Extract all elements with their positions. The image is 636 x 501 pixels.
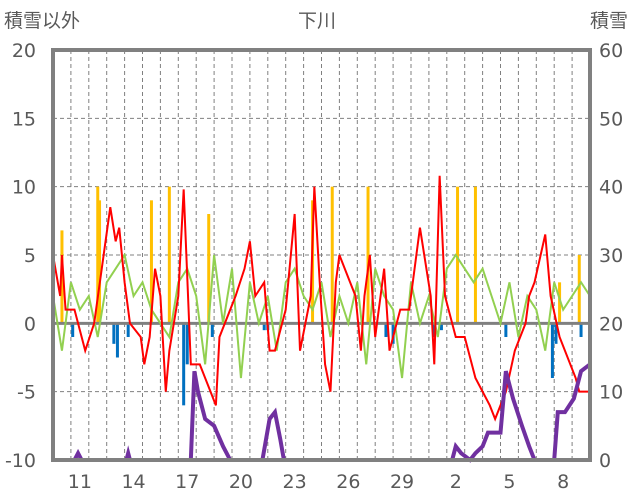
- x-tick-label: 26: [336, 471, 360, 493]
- yellow-bar: [456, 186, 460, 324]
- yellow-bar: [149, 200, 153, 324]
- right-axis-title: 積雪: [590, 10, 629, 32]
- yellow-bar: [167, 186, 171, 324]
- left-y-tick-label: -5: [17, 382, 36, 404]
- right-y-tick-label: 10: [599, 382, 623, 404]
- blue-bar: [112, 323, 116, 344]
- left-y-tick-label: 20: [12, 40, 36, 62]
- left-y-tick-label: 10: [12, 177, 36, 199]
- right-y-tick-label: 30: [599, 245, 623, 267]
- left-y-tick-label: 15: [12, 108, 36, 130]
- x-tick-label: 11: [68, 471, 92, 493]
- blue-bar: [115, 323, 119, 358]
- blue-bar: [71, 323, 75, 337]
- yellow-bar: [96, 186, 100, 324]
- yellow-bar: [207, 214, 211, 324]
- blue-bar: [185, 323, 189, 365]
- yellow-bar: [473, 186, 477, 324]
- yellow-bar: [577, 255, 581, 324]
- x-tick-label: 29: [390, 471, 414, 493]
- red-line: [52, 175, 590, 422]
- right-y-tick-label: 0: [599, 450, 611, 472]
- right-y-tick-label: 40: [599, 177, 623, 199]
- yellow-bar: [558, 282, 562, 324]
- left-y-tick-label: 5: [24, 245, 36, 267]
- right-y-tick-label: 20: [599, 313, 623, 335]
- blue-bar: [182, 323, 186, 406]
- yellow-bar: [330, 186, 334, 324]
- x-tick-label: 20: [229, 471, 253, 493]
- blue-bar: [554, 323, 558, 344]
- right-y-tick-label: 50: [599, 108, 623, 130]
- blue-bar: [210, 323, 214, 337]
- x-tick-label: 14: [121, 471, 145, 493]
- blue-bar: [550, 323, 554, 378]
- blue-bar: [384, 323, 388, 337]
- x-tick-label: 17: [175, 471, 199, 493]
- yellow-bar: [366, 186, 370, 324]
- left-y-tick-label: -10: [5, 450, 36, 472]
- blue-bar: [126, 323, 130, 337]
- green-line: [52, 252, 591, 379]
- left-y-tick-label: 0: [24, 313, 36, 335]
- chart-title: 下川: [298, 10, 337, 32]
- x-tick-label: 2: [450, 471, 462, 493]
- left-axis-title: 積雪以外: [4, 10, 81, 32]
- plot-frame: [51, 48, 592, 462]
- yellow-bar: [98, 200, 102, 324]
- blue-bar: [262, 323, 266, 331]
- x-tick-label: 5: [503, 471, 515, 493]
- blue-bar: [504, 323, 508, 337]
- x-tick-label: 8: [557, 471, 569, 493]
- right-y-tick-label: 60: [599, 40, 623, 62]
- blue-bar: [439, 323, 443, 331]
- blue-bar: [579, 323, 583, 337]
- x-tick-label: 23: [283, 471, 307, 493]
